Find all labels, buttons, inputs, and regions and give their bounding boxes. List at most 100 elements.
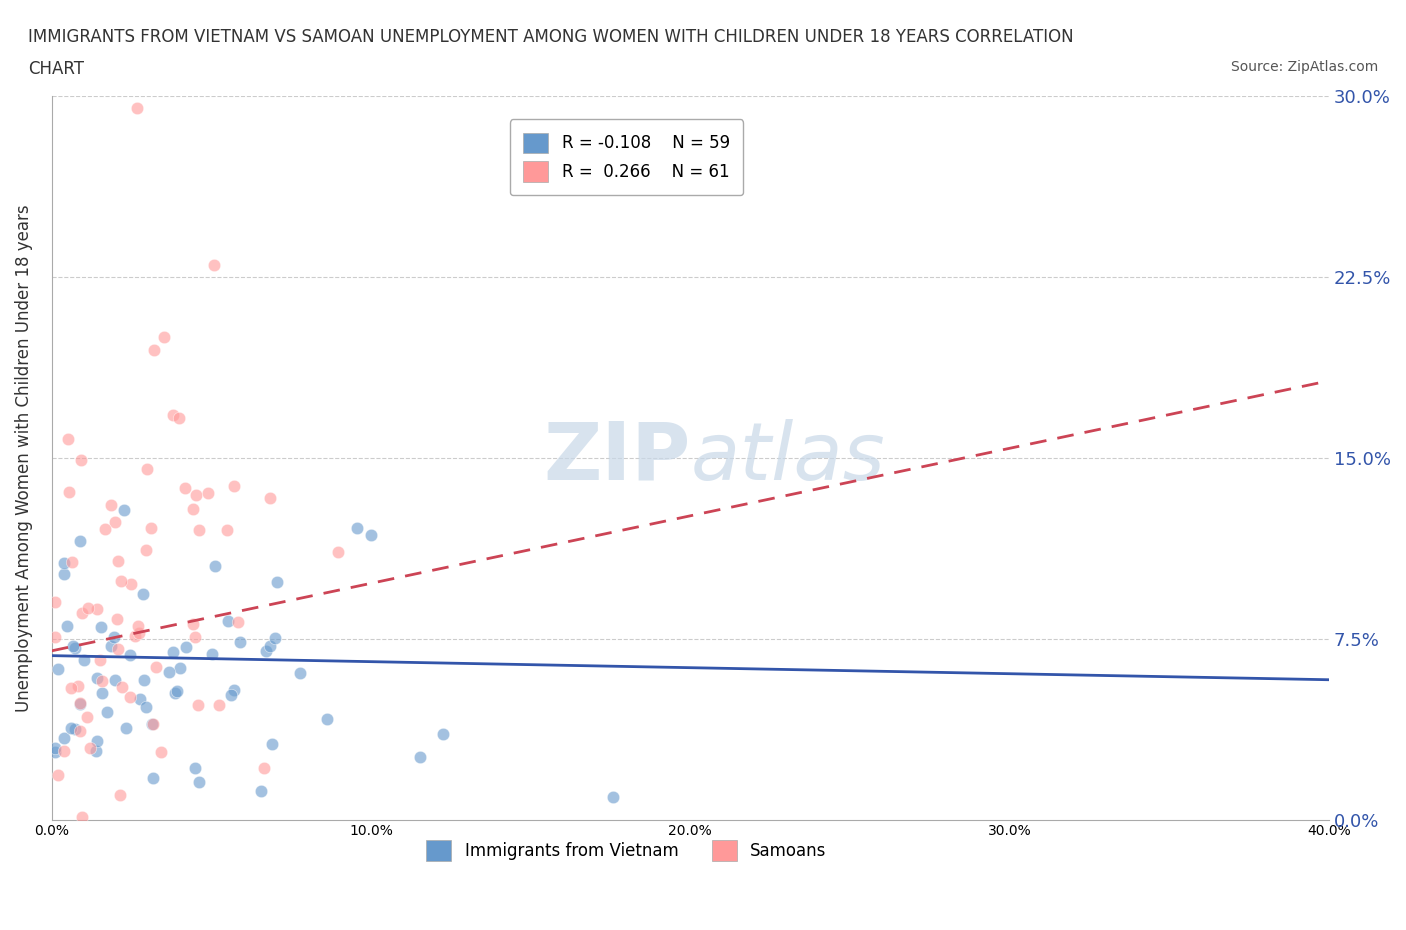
Point [153, 330, 176, 345]
Point [108, 788, 131, 803]
Point [52, 566, 75, 581]
Text: atlas: atlas [690, 419, 884, 497]
Point [136, 461, 159, 476]
Point [66, 678, 89, 693]
Point [46, 662, 69, 677]
Point [107, 642, 129, 657]
Point [219, 687, 242, 702]
Point [188, 775, 211, 790]
Point [110, 574, 132, 589]
Point [114, 503, 136, 518]
Point [77, 601, 100, 616]
Point [228, 615, 250, 630]
Point [58, 485, 80, 499]
Point [149, 745, 172, 760]
Point [141, 716, 163, 731]
Point [89, 653, 111, 668]
Point [76, 710, 98, 724]
Point [124, 629, 146, 644]
Point [409, 750, 432, 764]
Point [135, 699, 157, 714]
Point [107, 553, 129, 568]
Point [181, 501, 204, 516]
Point [253, 761, 276, 776]
Point [118, 647, 141, 662]
Point [52, 743, 75, 758]
Point [188, 523, 211, 538]
Point [125, 101, 148, 116]
Point [103, 630, 125, 644]
Point [48, 768, 70, 783]
Point [118, 689, 141, 704]
Point [315, 712, 337, 727]
Point [183, 630, 205, 644]
Point [105, 611, 128, 626]
Point [128, 626, 150, 641]
Point [259, 638, 281, 653]
Point [132, 672, 155, 687]
Point [288, 665, 311, 680]
Point [127, 618, 149, 633]
Point [201, 646, 224, 661]
Point [111, 680, 134, 695]
Point [56, 432, 79, 446]
Point [60, 554, 83, 569]
Point [60, 721, 83, 736]
Point [69, 724, 91, 738]
Point [52, 730, 75, 745]
Point [187, 698, 209, 712]
Point [44, 630, 66, 644]
Point [53, 556, 76, 571]
Point [120, 577, 142, 591]
Point [204, 559, 226, 574]
Point [73, 652, 96, 667]
Text: Source: ZipAtlas.com: Source: ZipAtlas.com [1230, 60, 1378, 74]
Point [86, 734, 108, 749]
Y-axis label: Unemployment Among Women with Children Under 18 years: Unemployment Among Women with Children U… [15, 205, 32, 711]
Point [197, 485, 219, 500]
Point [432, 726, 454, 741]
Point [163, 685, 186, 700]
Point [217, 614, 239, 629]
Point [215, 523, 238, 538]
Point [186, 487, 208, 502]
Point [167, 410, 190, 425]
Legend: Immigrants from Vietnam, Samoans: Immigrants from Vietnam, Samoans [418, 832, 835, 869]
Point [91, 674, 114, 689]
Point [249, 784, 271, 799]
Point [70, 453, 93, 468]
Point [115, 721, 138, 736]
Point [128, 692, 150, 707]
Point [69, 696, 91, 711]
Point [104, 672, 127, 687]
Point [44, 740, 66, 755]
Point [346, 521, 368, 536]
Text: IMMIGRANTS FROM VIETNAM VS SAMOAN UNEMPLOYMENT AMONG WOMEN WITH CHILDREN UNDER 1: IMMIGRANTS FROM VIETNAM VS SAMOAN UNEMPL… [28, 28, 1074, 46]
Point [70, 810, 93, 825]
Point [91, 685, 114, 700]
Point [259, 490, 281, 505]
Point [229, 635, 252, 650]
Point [141, 521, 163, 536]
Point [202, 258, 225, 272]
Point [65, 722, 87, 737]
Point [135, 542, 157, 557]
Point [174, 640, 197, 655]
Point [141, 716, 163, 731]
Text: CHART: CHART [28, 60, 84, 78]
Text: ZIP: ZIP [543, 419, 690, 497]
Point [222, 478, 245, 493]
Point [86, 602, 108, 617]
Point [174, 481, 197, 496]
Point [94, 522, 117, 537]
Point [266, 575, 288, 590]
Point [264, 631, 287, 645]
Point [86, 671, 108, 685]
Point [142, 770, 165, 785]
Point [208, 698, 231, 712]
Point [44, 745, 66, 760]
Point [44, 595, 66, 610]
Point [169, 660, 191, 675]
Point [69, 697, 91, 711]
Point [184, 760, 207, 775]
